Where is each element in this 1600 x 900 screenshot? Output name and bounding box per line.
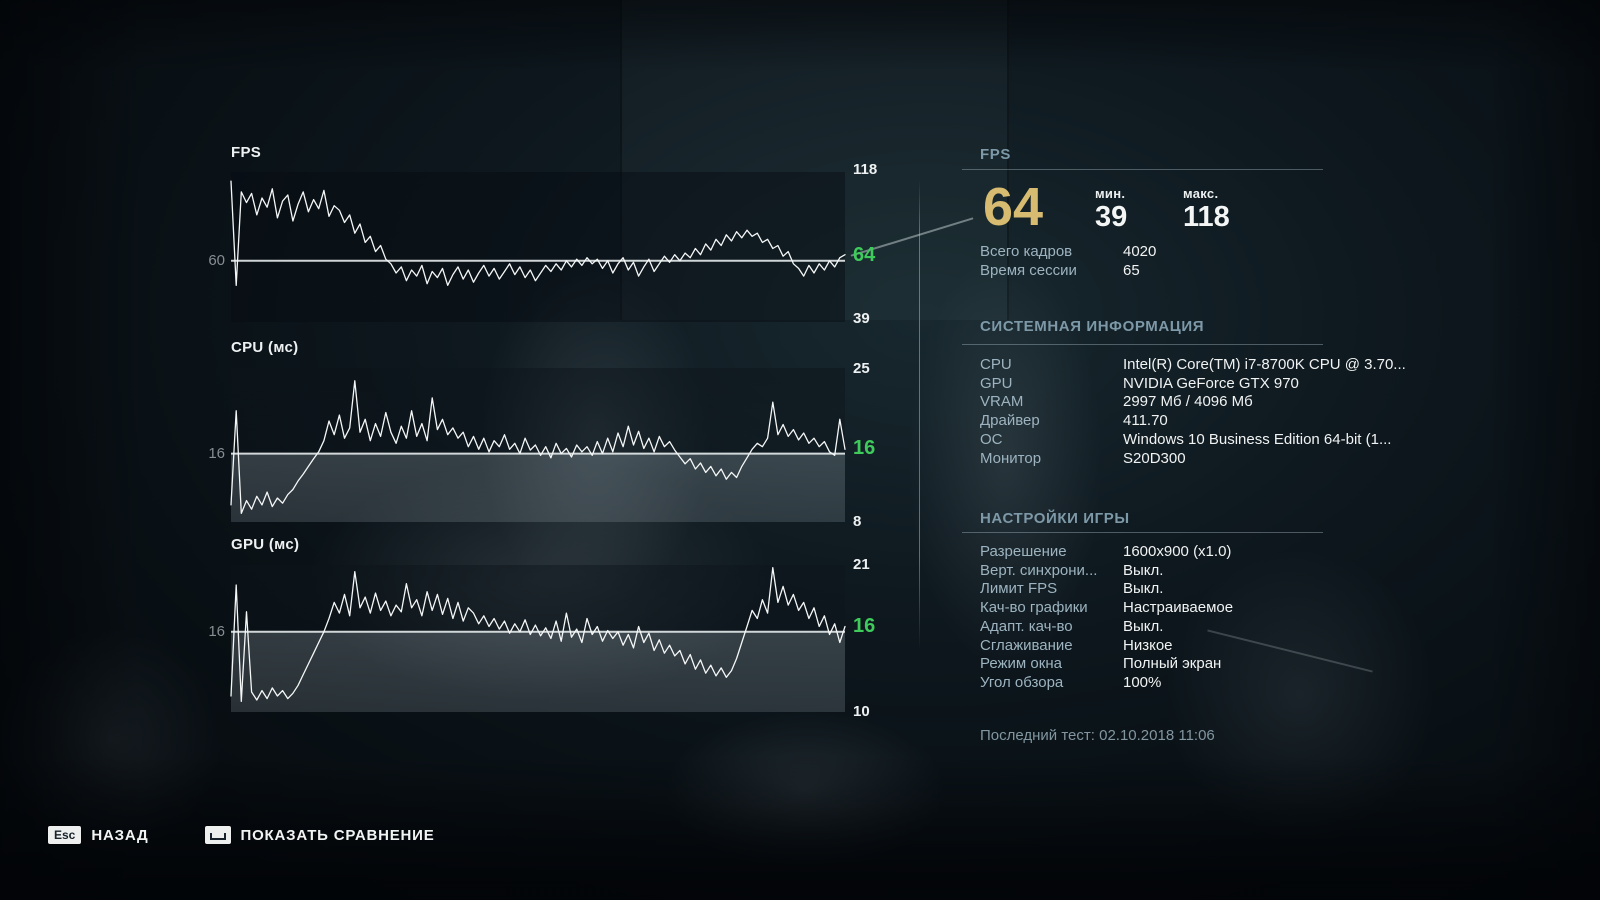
fps-ref-axis-label: 60 [208, 252, 225, 269]
cpu-current-axis-label: 16 [853, 437, 876, 459]
fps-max-label: макс. [1183, 186, 1219, 201]
stat-value: 65 [1123, 261, 1140, 279]
gpu-ref-axis-label: 16 [208, 623, 225, 640]
fps-section-header: FPS [980, 146, 1011, 163]
game-settings-value: Выкл. [1123, 580, 1164, 598]
game-settings-row: Сглаживание Низкое [980, 637, 1324, 656]
system-info-value: 2997 Мб / 4096 Мб [1123, 393, 1253, 411]
space-key-icon [204, 826, 231, 844]
game-settings-row: Верт. синхрони... Выкл. [980, 562, 1324, 581]
game-settings-value: 100% [1123, 673, 1162, 691]
system-info-row: GPU NVIDIA GeForce GTX 970 [980, 375, 1324, 394]
game-settings-label: Режим окна [980, 655, 1062, 673]
system-info-row: Монитор S20D300 [980, 450, 1324, 469]
fps-max-value: 118 [1183, 201, 1230, 233]
game-settings-value: Полный экран [1123, 655, 1222, 673]
system-info-row: Драйвер 411.70 [980, 412, 1324, 431]
game-settings-row: Кач-во графики Настраиваемое [980, 599, 1324, 618]
game-settings-value: Выкл. [1123, 617, 1164, 635]
vertical-divider [919, 180, 920, 650]
gpu-current-axis-label: 16 [853, 615, 876, 637]
gpu-max-axis-label: 21 [853, 556, 870, 573]
game-settings-row: Лимит FPS Выкл. [980, 580, 1324, 599]
system-info-value: NVIDIA GeForce GTX 970 [1123, 374, 1299, 392]
background-shield-wheel [610, 680, 1000, 900]
stat-row: Время сессии 65 [980, 262, 1324, 281]
system-info-rows: CPU Intel(R) Core(TM) i7-8700K CPU @ 3.7… [980, 356, 1406, 469]
back-label: НАЗАД [91, 826, 149, 844]
fps-average-value: 64 [983, 177, 1044, 237]
game-settings-value: Низкое [1123, 636, 1173, 654]
game-settings-label: Лимит FPS [980, 580, 1058, 598]
game-settings-divider [962, 532, 1323, 533]
system-info-label: Монитор [980, 449, 1042, 467]
system-info-row: VRAM 2997 Мб / 4096 Мб [980, 393, 1324, 412]
system-info-divider [962, 344, 1323, 345]
stat-row: Всего кадров 4020 [980, 243, 1324, 262]
fps-max-block: макс. 118 [1183, 186, 1230, 233]
stat-label: Всего кадров [980, 243, 1073, 260]
fps-min-value: 39 [1095, 201, 1128, 233]
game-settings-label: Адапт. кач-во [980, 617, 1073, 635]
system-info-value: 411.70 [1123, 412, 1168, 430]
cpu-chart [230, 368, 846, 522]
system-info-value: S20D300 [1123, 449, 1186, 467]
cpu-chart-line [230, 380, 846, 515]
system-info-header: СИСТЕМНАЯ ИНФОРМАЦИЯ [980, 318, 1205, 335]
gpu-chart-title: GPU (мс) [231, 536, 300, 553]
show-comparison-label: ПОКАЗАТЬ СРАВНЕНИЕ [240, 826, 435, 844]
system-info-label: ОС [980, 430, 1003, 448]
back-button[interactable]: Esc НАЗАД [48, 826, 149, 844]
game-settings-row: Разрешение 1600x900 (x1.0) [980, 543, 1324, 562]
cpu-min-axis-label: 8 [853, 513, 862, 530]
fps-chart-line [230, 180, 846, 286]
system-info-value: Intel(R) Core(TM) i7-8700K CPU @ 3.70... [1123, 356, 1406, 373]
game-settings-rows: Разрешение 1600x900 (x1.0) Верт. синхрон… [980, 543, 1324, 693]
game-settings-label: Разрешение [980, 543, 1067, 560]
stat-value: 4020 [1123, 243, 1157, 260]
system-info-label: Драйвер [980, 412, 1040, 430]
game-settings-value: 1600x900 (x1.0) [1123, 543, 1232, 560]
gpu-chart-line [230, 567, 846, 702]
game-settings-label: Верт. синхрони... [980, 561, 1098, 579]
cpu-chart-title: CPU (мс) [231, 339, 299, 356]
show-comparison-button[interactable]: ПОКАЗАТЬ СРАВНЕНИЕ [204, 826, 435, 844]
system-info-value: Windows 10 Business Edition 64-bit (1... [1123, 430, 1392, 448]
gpu-min-axis-label: 10 [853, 703, 870, 720]
game-settings-header: НАСТРОЙКИ ИГРЫ [980, 510, 1130, 527]
fps-chart-title: FPS [231, 144, 262, 161]
fps-min-block: мин. 39 [1095, 186, 1127, 233]
game-settings-value: Выкл. [1123, 561, 1164, 579]
game-settings-label: Сглаживание [980, 636, 1073, 654]
system-info-label: GPU [980, 374, 1013, 392]
fps-chart [230, 172, 846, 322]
fps-section-divider [962, 169, 1323, 170]
game-settings-row: Режим окна Полный экран [980, 655, 1324, 674]
system-info-label: CPU [980, 356, 1012, 373]
fps-min-axis-label: 39 [853, 310, 870, 327]
system-info-label: VRAM [980, 393, 1024, 411]
fps-max-axis-label: 118 [853, 161, 878, 178]
cpu-ref-axis-label: 16 [208, 445, 225, 462]
cpu-max-axis-label: 25 [853, 360, 870, 377]
footer-key-hints: Esc НАЗАД ПОКАЗАТЬ СРАВНЕНИЕ [48, 826, 435, 844]
gpu-chart [230, 565, 846, 712]
stat-label: Время сессии [980, 261, 1077, 279]
game-settings-label: Кач-во графики [980, 599, 1088, 617]
fps-totals: Всего кадров 4020 Время сессии 65 [980, 243, 1324, 280]
fps-min-label: мин. [1095, 186, 1126, 201]
game-settings-row: Адапт. кач-во Выкл. [980, 618, 1324, 637]
game-settings-value: Настраиваемое [1123, 599, 1234, 617]
system-info-row: ОС Windows 10 Business Edition 64-bit (1… [980, 430, 1391, 450]
fps-current-axis-label: 64 [853, 244, 876, 266]
esc-key-icon: Esc [48, 826, 82, 844]
game-settings-label: Угол обзора [980, 673, 1064, 691]
last-test-timestamp: Последний тест: 02.10.2018 11:06 [980, 727, 1215, 744]
system-info-row: CPU Intel(R) Core(TM) i7-8700K CPU @ 3.7… [980, 356, 1406, 375]
game-settings-row: Угол обзора 100% [980, 674, 1324, 693]
